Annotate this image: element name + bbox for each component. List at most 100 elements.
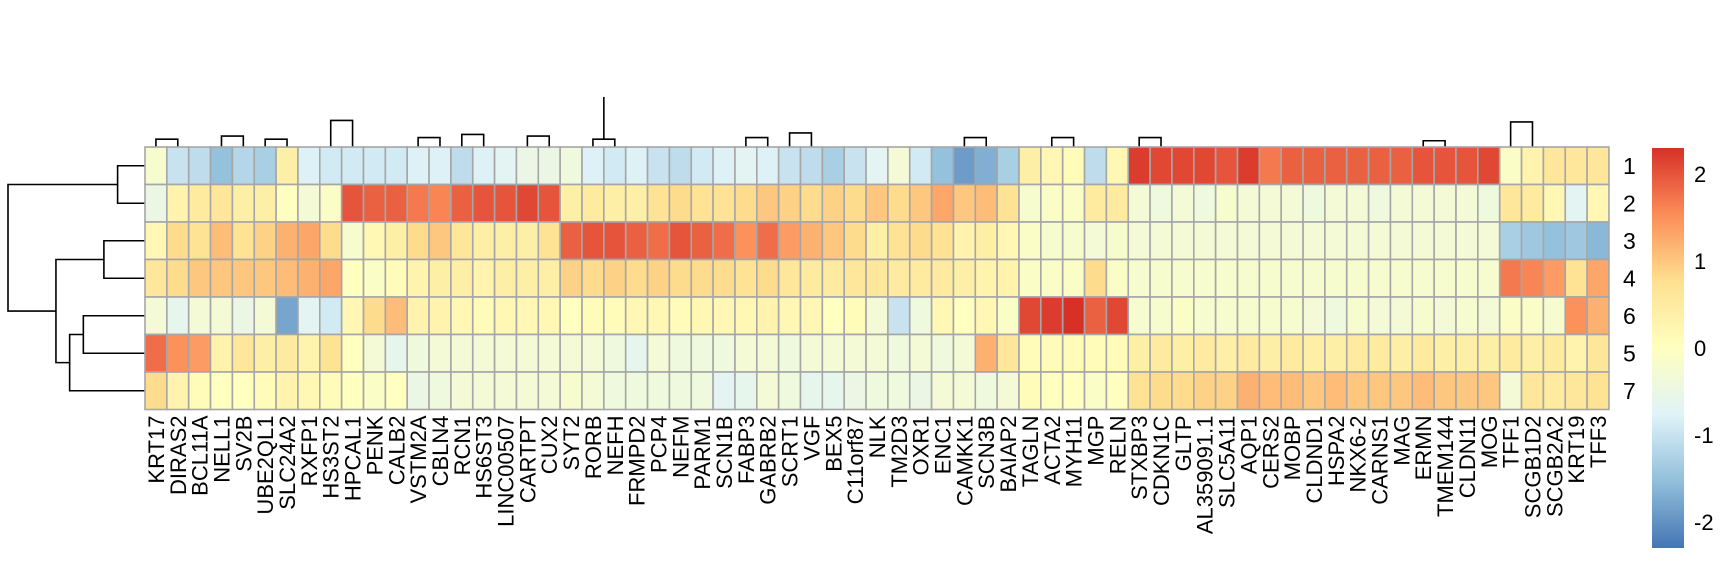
heatmap-cell	[297, 183, 321, 223]
heatmap-cell	[887, 146, 911, 186]
heatmap-cell	[275, 296, 299, 336]
heatmap-cell	[1018, 258, 1042, 298]
heatmap-cell	[362, 221, 387, 261]
heatmap-cell	[166, 258, 190, 298]
column-label: STXBP3	[1127, 416, 1152, 500]
heatmap-cell	[1061, 333, 1086, 373]
heatmap-cell	[930, 333, 955, 373]
heatmap-cell	[1236, 221, 1261, 261]
column-label: SCN3B	[974, 416, 999, 489]
heatmap-cell	[1214, 221, 1239, 261]
heatmap-cell	[1586, 258, 1610, 298]
heatmap-cell	[253, 183, 277, 223]
heatmap-cell	[166, 371, 190, 411]
heatmap-cell	[406, 258, 430, 298]
heatmap-cell	[690, 258, 714, 298]
column-label: BAIAP2	[996, 415, 1021, 492]
heatmap-cell	[1367, 146, 1392, 186]
heatmap-cell	[777, 146, 802, 186]
heatmap-cell	[734, 371, 758, 411]
heatmap-cell	[144, 183, 168, 223]
heatmap-cell	[777, 296, 802, 336]
heatmap-cell	[603, 371, 627, 411]
heatmap-cell	[624, 296, 649, 336]
dendrogram-branch	[220, 135, 245, 147]
heatmap-cell	[187, 296, 212, 336]
column-label: BCL11A	[188, 415, 213, 496]
heatmap-cell	[1083, 296, 1108, 336]
heatmap-cell	[1542, 221, 1567, 261]
column-label: SYT2	[559, 416, 584, 471]
column-label: SCGB1D2	[1520, 416, 1545, 519]
heatmap-cell	[450, 371, 474, 411]
heatmap-cell	[1193, 371, 1217, 411]
heatmap-cell	[1477, 258, 1501, 298]
heatmap-cell	[777, 371, 802, 411]
heatmap-cell	[734, 333, 758, 373]
column-label: NEFM	[668, 416, 693, 478]
heatmap-cell	[559, 371, 583, 411]
heatmap-cell	[1477, 221, 1501, 261]
heatmap-cell	[231, 183, 256, 223]
dendrogram-branch	[155, 138, 179, 147]
heatmap-cell	[537, 221, 561, 261]
heatmap-cell	[624, 371, 649, 411]
heatmap-cell	[1324, 333, 1348, 373]
heatmap-cell	[1214, 296, 1239, 336]
row-label: 3	[1623, 228, 1636, 254]
heatmap-cell	[1564, 333, 1588, 373]
heatmap-cell	[1389, 221, 1414, 261]
heatmap-cell	[450, 296, 474, 336]
heatmap-cell	[1433, 296, 1457, 336]
dendrogram-branch	[264, 138, 288, 147]
column-label: TMEM144	[1433, 416, 1458, 517]
heatmap-cell	[624, 146, 649, 186]
heatmap-cell	[428, 221, 452, 261]
heatmap-cell	[1280, 333, 1304, 373]
heatmap-cell	[930, 371, 955, 411]
heatmap-cell	[668, 146, 693, 186]
heatmap-cell	[952, 146, 977, 186]
heatmap-cell	[384, 146, 409, 186]
heatmap-cell	[624, 221, 649, 261]
column-label: CERS2	[1258, 416, 1283, 489]
heatmap-cell	[166, 221, 190, 261]
heatmap-cell	[1345, 333, 1370, 373]
legend-color-bar	[1652, 148, 1684, 548]
heatmap-cell	[471, 333, 496, 373]
column-label: MAG	[1389, 416, 1414, 466]
heatmap-cell	[1105, 371, 1130, 411]
column-label: CBLN4	[428, 415, 453, 486]
heatmap-cell	[690, 333, 714, 373]
dendrogram-branch	[116, 164, 145, 205]
heatmap-cell	[668, 371, 693, 411]
heatmap-cell	[974, 296, 998, 336]
heatmap-cell	[1127, 296, 1151, 336]
heatmap-cell	[1040, 221, 1064, 261]
heatmap-cell	[493, 183, 518, 223]
heatmap-cell	[275, 333, 299, 373]
heatmap-cell	[646, 183, 671, 223]
heatmap-cell	[865, 296, 889, 336]
column-label: GABRB2	[756, 416, 781, 505]
column-label: FABP3	[734, 416, 759, 484]
heatmap-cell	[646, 371, 671, 411]
heatmap-cell	[952, 221, 977, 261]
heatmap-cell	[231, 221, 256, 261]
heatmap-cell	[275, 221, 299, 261]
column-label: NKX6-2	[1346, 416, 1371, 493]
column-label: VSTM2A	[406, 415, 431, 503]
heatmap-cell	[428, 146, 452, 186]
heatmap-cell	[318, 258, 343, 298]
heatmap-cell	[340, 183, 365, 223]
heatmap-cell	[1367, 183, 1392, 223]
heatmap-cell	[603, 221, 627, 261]
heatmap-cell	[690, 146, 714, 186]
row-label: 7	[1623, 378, 1636, 404]
heatmap-cell	[624, 258, 649, 298]
dendrogram-branch	[68, 333, 145, 392]
heatmap-cell	[996, 371, 1020, 411]
heatmap-cell	[646, 146, 671, 186]
heatmap-cell	[1433, 258, 1457, 298]
heatmap-cell	[1171, 296, 1195, 336]
